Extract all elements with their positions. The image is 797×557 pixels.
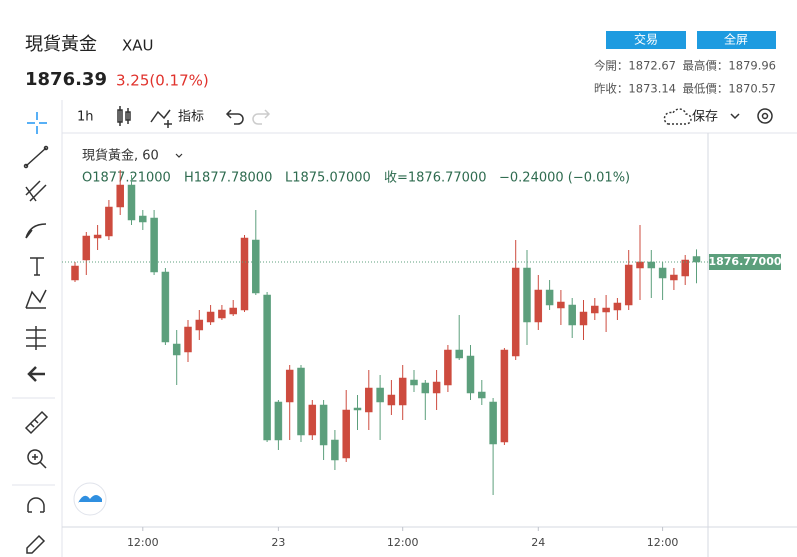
x-tick-label: 24 (531, 536, 545, 549)
candle-body (240, 237, 249, 311)
candle-body (218, 309, 226, 319)
stat: 最高價：1879.96 (682, 59, 776, 73)
ohlc-value: H1877.78000 (184, 171, 272, 186)
candle-body (353, 407, 362, 411)
candle-body (647, 261, 656, 269)
candle-body (557, 301, 565, 309)
indicator-label[interactable]: 指标 (178, 110, 204, 125)
title: 現貨黃金 (25, 34, 97, 55)
x-tick-label: 12:00 (127, 536, 159, 549)
stat: 最低價：1870.57 (682, 82, 776, 96)
candle-body (285, 369, 294, 403)
indicator-icon[interactable] (150, 109, 172, 128)
candle-body (511, 267, 520, 357)
candle-body (127, 184, 136, 221)
candle-body (229, 307, 237, 315)
drawing-tools[interactable] (23, 112, 49, 554)
candle-body (206, 311, 215, 323)
candle-body (184, 326, 192, 353)
candle-body (116, 184, 124, 208)
candle-body (478, 391, 486, 399)
candle-body (319, 404, 328, 446)
trade-button[interactable] (606, 31, 686, 49)
candle-body (568, 304, 576, 326)
fullscreen-button[interactable] (697, 31, 776, 49)
cloud-icon[interactable] (663, 108, 692, 125)
fullscreen-label[interactable]: 全屏 (724, 32, 748, 47)
candle-body (150, 217, 158, 273)
candle-body (410, 379, 418, 386)
x-tick-label: 12:00 (647, 536, 679, 549)
stat: 昨收：1873.14 (594, 82, 676, 96)
trade-label[interactable]: 交易 (634, 32, 658, 47)
settings-icon[interactable] (757, 108, 773, 124)
candle-body (71, 265, 79, 281)
candle-body (579, 311, 588, 326)
candle-body (432, 381, 441, 394)
candle-body (455, 349, 463, 359)
change: 3.25(0.17%) (116, 72, 209, 90)
candle-body (195, 319, 204, 331)
candle-body (331, 439, 339, 461)
candle-body (670, 274, 678, 281)
ohlc-legend: O1877.21000 H1877.78000 L1875.07000 收=1876.… (82, 171, 630, 186)
candle-body (398, 377, 407, 406)
save-label[interactable]: 保存 (692, 110, 718, 125)
candle-body (602, 307, 610, 313)
x-tick-label: 12:00 (387, 536, 419, 549)
candle-body (613, 302, 622, 311)
logo (78, 495, 102, 503)
candle-body (172, 343, 181, 356)
last-price-box (709, 254, 781, 270)
candle-body (692, 256, 701, 263)
candle-body (534, 289, 543, 323)
candle-body (387, 394, 396, 406)
candle-body (274, 401, 283, 441)
candle-body (591, 305, 599, 314)
interval[interactable]: 1h (77, 110, 94, 125)
candle-body (105, 206, 113, 237)
candle-body (421, 382, 430, 394)
candle-body (545, 289, 554, 306)
candle-body (342, 409, 350, 459)
ohlc-value: −0.24000 (−0.01%) (499, 171, 630, 186)
symbol: XAU (122, 37, 154, 55)
candle-body (365, 387, 373, 413)
candle-type-icon[interactable] (117, 106, 131, 126)
candle-body (466, 355, 475, 394)
legend-name: 現貨黃金, 60 (82, 148, 159, 164)
legend-menu-icon[interactable] (175, 153, 183, 158)
candle-body (139, 215, 147, 223)
candle-body (252, 239, 260, 294)
candle-body (161, 271, 170, 343)
candle-body (500, 349, 509, 443)
candle-body (489, 401, 497, 445)
candle-body (82, 235, 91, 261)
ohlc-value: L1875.07000 (285, 171, 371, 186)
redo-icon[interactable] (252, 109, 271, 125)
candle-body (636, 261, 644, 269)
last-price-label: 1876.77000 (708, 255, 781, 268)
undo-icon[interactable] (225, 109, 244, 125)
stat: 今開：1872.67 (594, 59, 676, 73)
candle-body (308, 404, 317, 436)
candle-body (658, 267, 667, 279)
x-tick-label: 23 (271, 536, 285, 549)
candle-body (624, 264, 633, 306)
candle-body (93, 234, 102, 239)
price: 1876.39 (25, 69, 107, 90)
candle-body (523, 267, 531, 323)
candle-body (263, 294, 271, 441)
candle-body (376, 387, 384, 403)
candle-body (444, 349, 452, 386)
candle-body (681, 259, 689, 277)
ohlc-value: O1877.21000 (82, 171, 171, 186)
ohlc-value: 收=1876.77000 (384, 171, 486, 186)
candle-body (297, 367, 305, 436)
save-menu-icon[interactable] (730, 113, 740, 120)
